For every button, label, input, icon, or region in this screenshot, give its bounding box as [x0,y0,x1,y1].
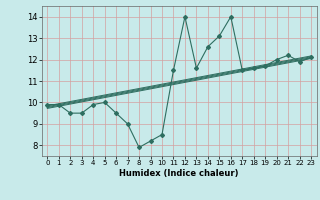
X-axis label: Humidex (Indice chaleur): Humidex (Indice chaleur) [119,169,239,178]
